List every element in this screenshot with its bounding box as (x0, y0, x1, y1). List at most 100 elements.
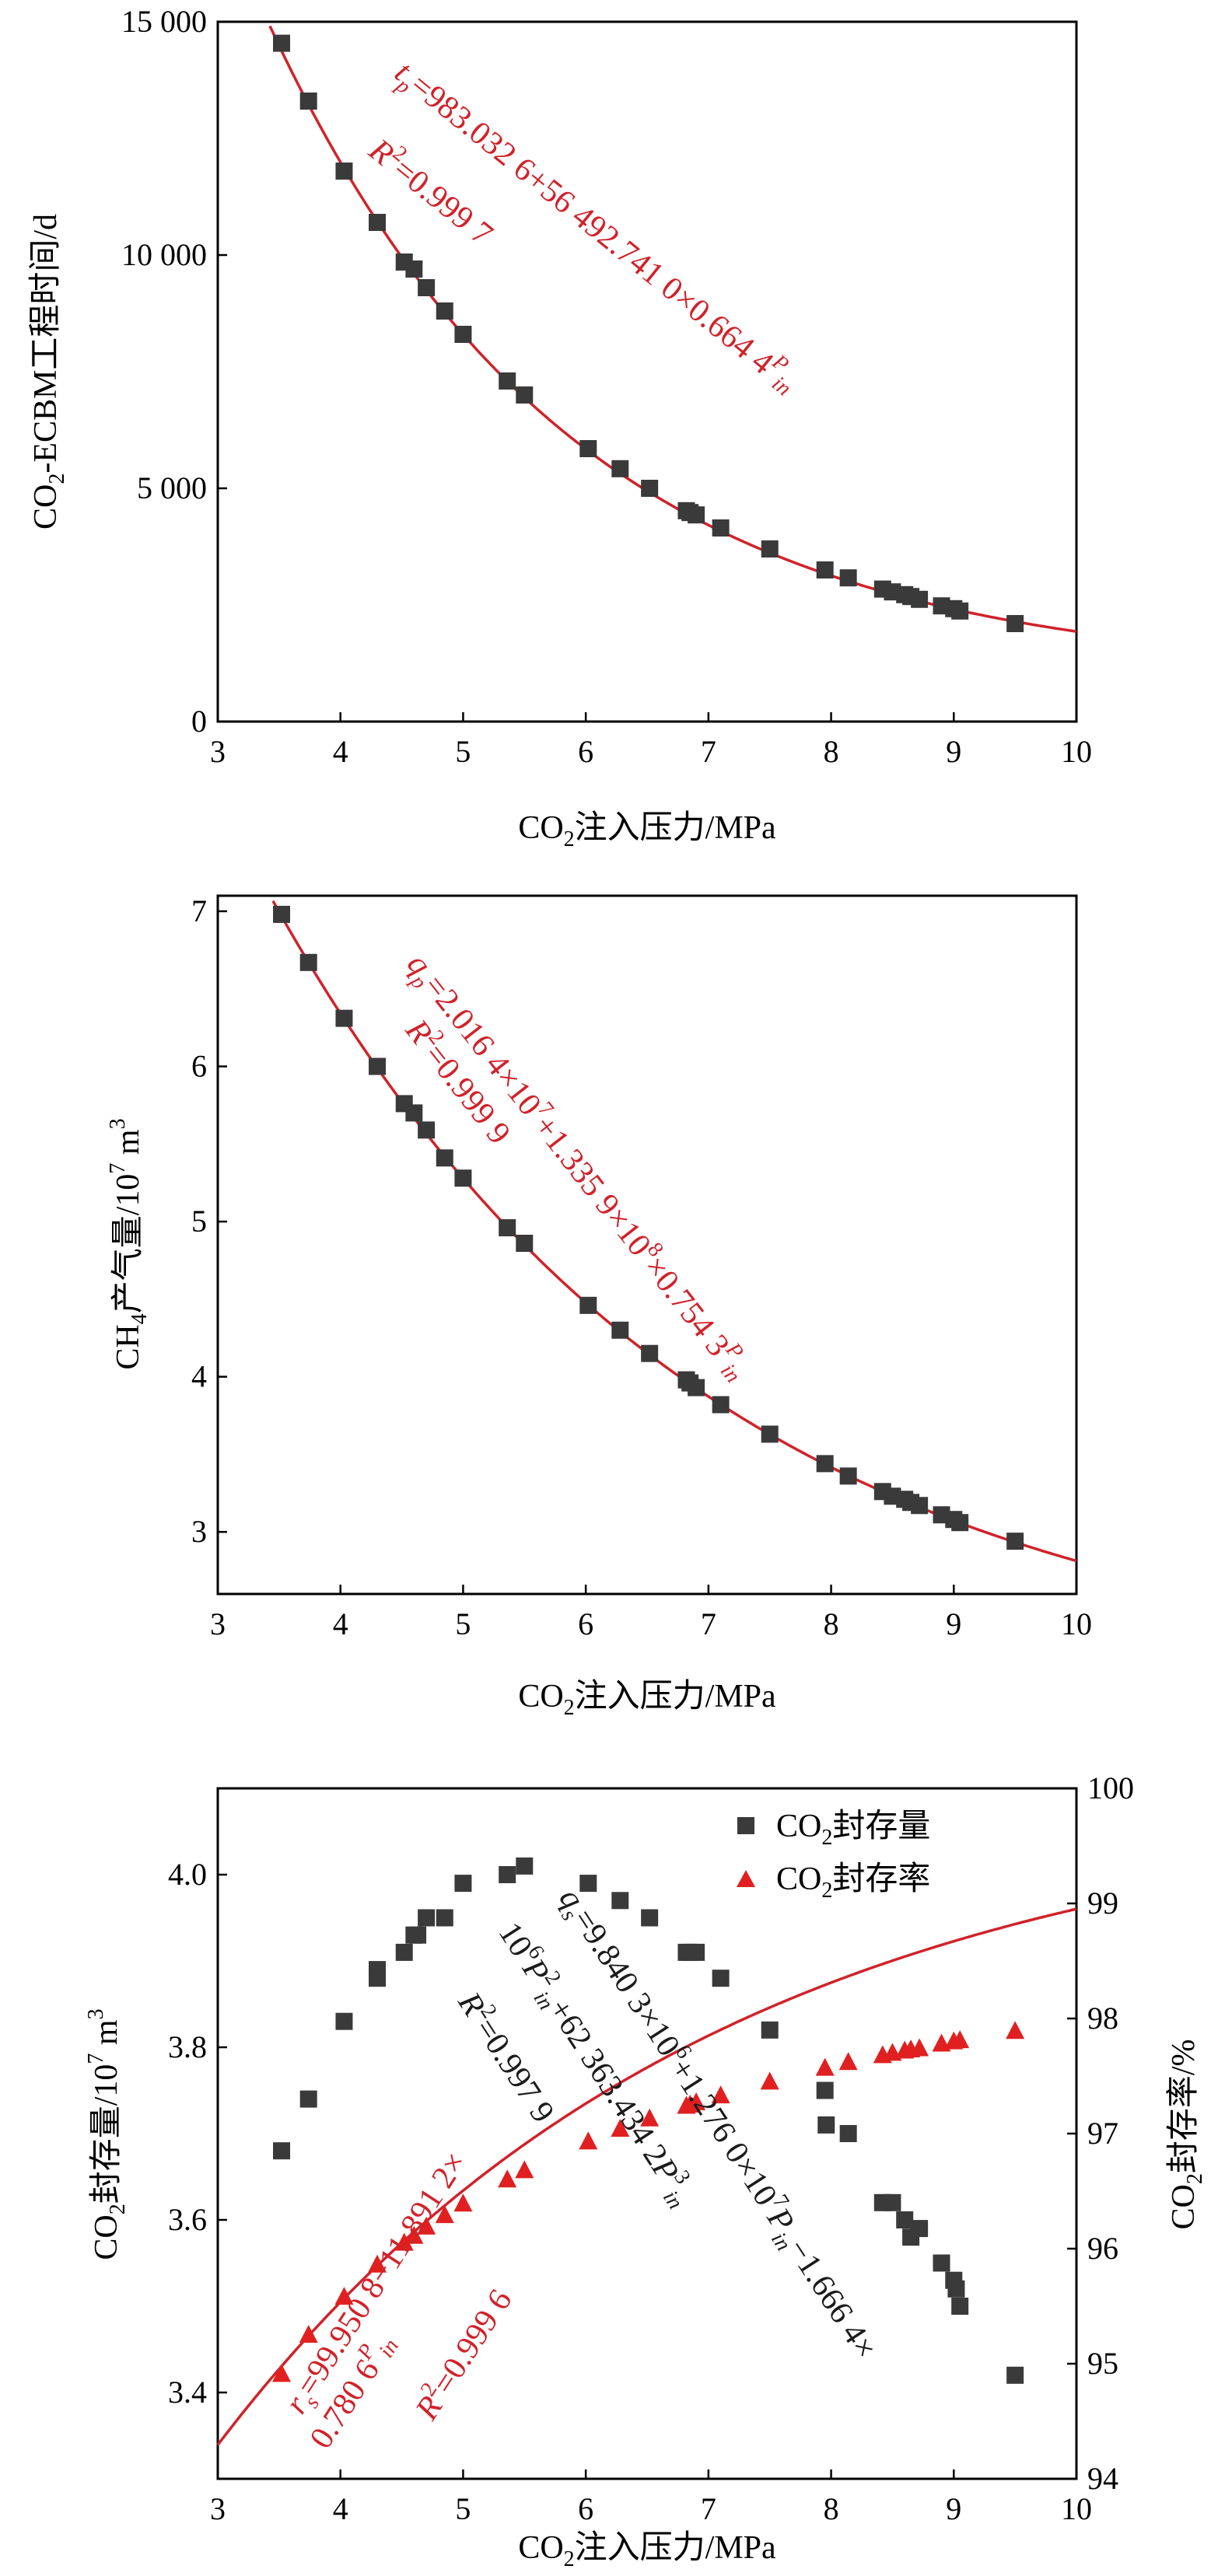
x-tick-label: 6 (578, 2491, 593, 2526)
data-point-square (299, 953, 317, 971)
y-tick-label: 6 (191, 1049, 207, 1084)
data-point-square (405, 1104, 423, 1122)
data-point-square (409, 1926, 427, 1944)
y-right-axis-ticks: 94 95 96 97 98 99 100 (1067, 1770, 1134, 2496)
x-tick-label: 3 (210, 734, 226, 769)
y-tick-label: 5 (191, 1204, 207, 1239)
data-point-square (951, 602, 969, 620)
data-point-square (896, 2211, 914, 2228)
data-point-square (579, 1875, 597, 1893)
y-right-tick-label: 98 (1087, 2001, 1118, 2036)
data-point-square (454, 326, 472, 343)
data-point-square (454, 1169, 472, 1187)
data-point-square (335, 163, 353, 180)
x-axis-ticks: 3 4 5 6 7 8 9 10 (210, 2469, 1092, 2526)
data-point-square (611, 460, 629, 477)
fit-line (271, 900, 1077, 1563)
y-tick-label: 3.8 (168, 2029, 207, 2064)
data-point-triangle (394, 2232, 414, 2251)
data-point-square (1006, 1533, 1024, 1550)
data-point-square (761, 1425, 779, 1443)
y-axis-label: CO2-ECBM工程时间/d (28, 214, 69, 530)
x-tick-label: 7 (701, 1606, 716, 1641)
legend-label-storage-rate: CO2封存率 (776, 1861, 930, 1903)
data-point-square (816, 2081, 834, 2099)
x-tick-label: 4 (333, 734, 348, 769)
data-point-square (884, 2193, 901, 2211)
data-point-square (688, 506, 705, 524)
y-tick-label: 4 (191, 1359, 207, 1394)
data-point-square (436, 302, 453, 320)
fit-line (268, 25, 1077, 633)
data-point-square (688, 1943, 705, 1961)
data-point-square (579, 440, 597, 457)
data-point-square (816, 1455, 834, 1473)
x-axis-ticks: 3 4 5 6 7 8 9 10 (210, 712, 1092, 769)
x-tick-label: 5 (455, 2491, 471, 2526)
data-point-square (454, 1875, 472, 1893)
data-point-square (418, 279, 436, 296)
y-tick-label: 4.0 (168, 1857, 207, 1892)
data-point-triangle (404, 2225, 424, 2244)
data-point-square (911, 590, 929, 608)
data-point-square (273, 2142, 291, 2160)
y-axis-label: CO2封存量/107 m3 (84, 2008, 130, 2260)
x-tick-label: 5 (455, 734, 471, 769)
data-point-square (641, 1344, 659, 1362)
x-tick-label: 10 (1061, 2491, 1092, 2526)
data-point-square (418, 1909, 436, 1927)
data-point-triangle (815, 2057, 835, 2076)
plot-frame (216, 894, 1078, 1596)
data-point-square (1006, 615, 1024, 632)
x-tick-label: 7 (701, 2491, 716, 2526)
x-axis-ticks: 3 4 5 6 7 8 9 10 (210, 1585, 1092, 1641)
data-point-square (641, 1909, 659, 1927)
data-point-square (611, 1892, 629, 1910)
data-point-triangle (711, 2085, 730, 2104)
y-tick-label: 5 000 (137, 470, 207, 505)
data-points (272, 1857, 1025, 2384)
y-right-tick-label: 100 (1087, 1770, 1134, 1805)
data-point-triangle (453, 2193, 473, 2212)
x-axis-label: CO2注入压力/MPa (518, 809, 776, 851)
data-point-square (641, 480, 659, 497)
y-axis-ticks: 0 5 000 10 000 15 000 (121, 4, 227, 739)
x-axis-label: CO2注入压力/MPa (518, 2529, 776, 2571)
x-tick-label: 9 (946, 734, 961, 769)
x-tick-label: 5 (455, 1606, 471, 1641)
data-point-square (911, 2220, 929, 2238)
y-tick-label: 7 (191, 893, 207, 928)
y-axis-ticks: 3.4 3.6 3.8 4.0 (168, 1857, 227, 2410)
x-tick-label: 10 (1061, 1606, 1092, 1641)
data-point-triangle (299, 2325, 318, 2343)
y-tick-label: 10 000 (121, 237, 207, 272)
chart-engineering-time: 0 5 000 10 000 15 000 3 4 5 6 7 8 9 10 CO2-ECBM工程时… (28, 4, 1092, 851)
y-right-tick-label: 95 (1087, 2346, 1118, 2381)
data-point-square (369, 214, 387, 231)
svg-text:R2=0.999 6: R2=0.999 6 (404, 2281, 519, 2427)
data-point-square (335, 1009, 353, 1027)
data-point-triangle (272, 2364, 292, 2382)
y-tick-label: 3.6 (168, 2202, 207, 2237)
fit-equation-storage-amount: qs=9.840 3×106+1.276 0×107Pin−1.666 4× (552, 1882, 884, 2365)
x-tick-label: 8 (824, 2491, 839, 2526)
data-point-triangle (687, 2092, 706, 2111)
x-tick-label: 4 (333, 2491, 348, 2526)
x-tick-label: 7 (701, 734, 716, 769)
legend: CO2封存量 CO2封存率 (737, 1809, 930, 1903)
legend-square-marker (737, 1817, 754, 1834)
legend-label-storage-amount: CO2封存量 (776, 1809, 930, 1850)
x-tick-label: 8 (824, 1606, 839, 1641)
data-point-triangle (838, 2052, 858, 2071)
data-point-square (839, 1467, 857, 1485)
fit-curve (268, 25, 1077, 633)
data-points (273, 905, 1024, 1550)
data-point-triangle (910, 2038, 929, 2057)
data-points (273, 34, 1024, 632)
x-tick-label: 10 (1061, 734, 1092, 769)
x-tick-label: 3 (210, 1606, 226, 1641)
legend-triangle-marker (737, 1870, 755, 1887)
y-right-tick-label: 99 (1087, 1886, 1118, 1921)
fit-r-squared-storage-rate: R2=0.999 6 (404, 2281, 519, 2427)
x-tick-label: 9 (946, 1606, 961, 1641)
